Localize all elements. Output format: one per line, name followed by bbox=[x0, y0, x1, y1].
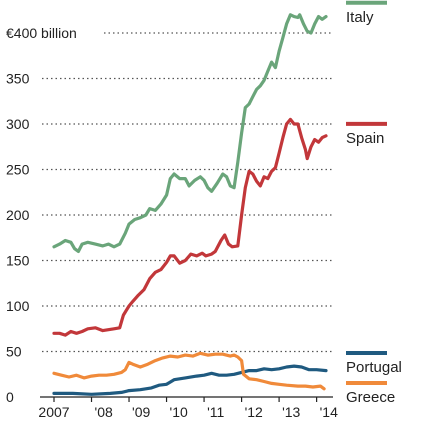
legend-label-italy: Italy bbox=[346, 9, 374, 26]
y-tick-label-350: 350 bbox=[6, 71, 30, 87]
y-tick-label-100: 100 bbox=[6, 298, 30, 314]
x-tick-label-2007: 2007 bbox=[38, 404, 69, 420]
legend-label-greece: Greece bbox=[346, 389, 395, 406]
x-tick-label-2009: '09 bbox=[132, 404, 150, 420]
x-tick-label-2014: '14 bbox=[320, 404, 338, 420]
y-tick-label-200: 200 bbox=[6, 207, 30, 223]
y-tick-label-250: 250 bbox=[6, 162, 30, 178]
y-tick-label-400: €400 billion bbox=[6, 25, 77, 41]
x-tick-label-2012: '12 bbox=[245, 404, 263, 420]
x-tick-label-2011: '11 bbox=[207, 404, 224, 420]
legend: Italy Spain Portugal Greece bbox=[346, 0, 402, 406]
legend-label-portugal: Portugal bbox=[346, 359, 402, 376]
x-tick-label-2013: '13 bbox=[282, 404, 300, 420]
series-line-spain bbox=[52, 117, 328, 337]
series-line-italy bbox=[52, 13, 328, 253]
x-tick-label-2010: '10 bbox=[170, 404, 188, 420]
x-axis-tick-labels: 2007 '08 '09 '10 '11 '12 '13 '14 bbox=[38, 397, 338, 420]
y-tick-label-0: 0 bbox=[6, 389, 14, 405]
y-axis-tick-labels: 0 50 100 150 200 250 300 350 €400 billion bbox=[6, 25, 77, 405]
y-tick-label-300: 300 bbox=[6, 116, 30, 132]
series-line-portugal bbox=[52, 364, 328, 396]
series-lines bbox=[52, 13, 328, 396]
y-tick-label-50: 50 bbox=[6, 344, 22, 360]
gridlines bbox=[42, 32, 333, 353]
series-line-greece bbox=[52, 351, 326, 391]
x-tick-label-2008: '08 bbox=[95, 404, 113, 420]
legend-label-spain: Spain bbox=[346, 130, 384, 147]
y-tick-label-150: 150 bbox=[6, 253, 30, 269]
